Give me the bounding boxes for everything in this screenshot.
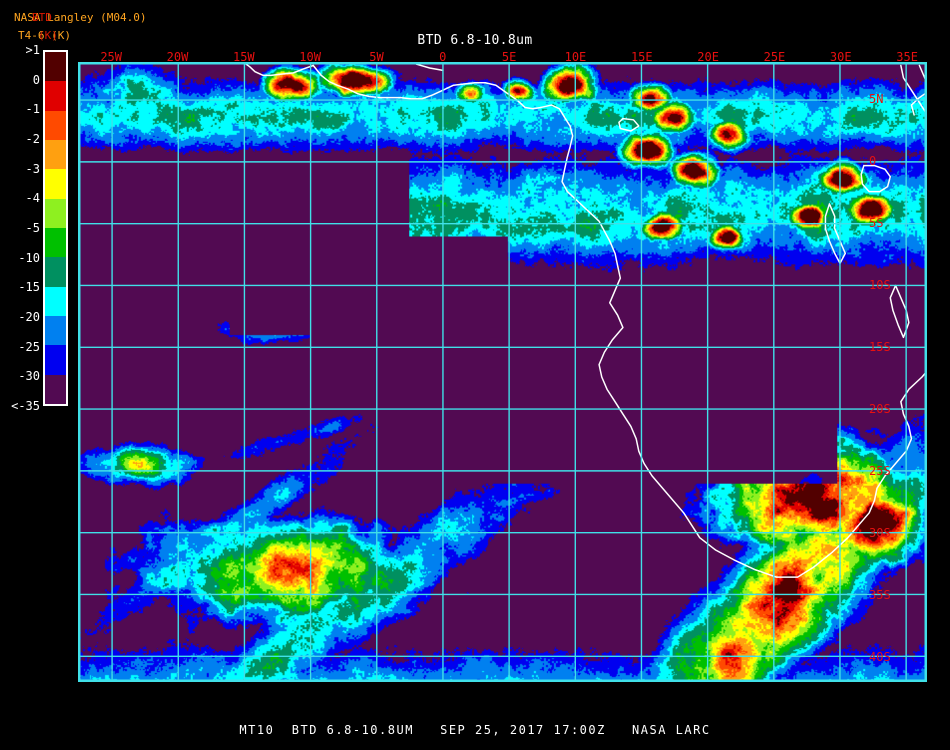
colorbar (43, 50, 68, 406)
longitude-tick-label: 25E (763, 50, 786, 64)
longitude-tick-label: 5E (501, 50, 517, 64)
colorbar-tick-label: >1 (25, 43, 40, 57)
satellite-map-panel[interactable] (78, 62, 927, 682)
longitude-tick-label: 0 (439, 50, 447, 64)
latitude-tick-label: 5N (869, 92, 884, 107)
latitude-tick-label: 40S (869, 650, 891, 665)
colorbar-tick-label: 0 (32, 72, 40, 87)
colorbar-segment (45, 286, 66, 316)
longitude-tick-label: 10W (299, 50, 321, 64)
colorbar-tick-label: -20 (18, 310, 40, 324)
latitude-tick-label: 15S (869, 340, 891, 355)
colorbar-segment (45, 139, 66, 170)
colorbar-segment (45, 345, 66, 375)
latitude-tick-label: 35S (869, 588, 891, 603)
colorbar-tick-labels: >1 0 -1 -2 -3 -4 -5 -10 -15 -20 -25 -30 <-35 (0, 44, 40, 412)
longitude-tick-label: 10E (564, 50, 587, 64)
units-overlay-annotation: (K) (38, 29, 58, 42)
colorbar-tick-label: -10 (18, 250, 40, 265)
units-annotation: T4-6 (K) (18, 29, 71, 42)
longitude-tick-label: 35E (896, 50, 918, 64)
longitude-tick-label: 20W (166, 50, 189, 64)
latitude-tick-label: 30S (869, 526, 891, 541)
latitude-tick-label: 0 (869, 154, 877, 169)
colorbar-segment (45, 110, 66, 140)
colorbar-segment (45, 81, 66, 111)
longitude-tick-label: 30E (829, 50, 852, 64)
latitude-tick-label: 10S (869, 278, 891, 293)
figure-footer: MT10 BTD 6.8-10.8UM SEP 25, 2017 17:00Z … (239, 723, 711, 737)
colorbar-segment (45, 227, 66, 258)
longitude-tick-label: 20E (697, 50, 719, 64)
colorbar-tick-label: -2 (25, 132, 40, 146)
colorbar-tick-label: -25 (18, 339, 40, 354)
colorbar-segment (45, 257, 66, 287)
colorbar-tick-label: -30 (18, 369, 40, 384)
longitude-tick-label: 25W (100, 50, 122, 64)
colorbar-segment (45, 374, 66, 404)
colorbar-segment (45, 198, 66, 228)
colorbar-tick-label: -3 (25, 161, 40, 176)
longitude-tick-label: 15E (630, 50, 653, 64)
colorbar-segment (45, 315, 66, 346)
colorbar-segment (45, 169, 66, 199)
colorbar-tick-label: <-35 (11, 399, 40, 413)
product-annotation: BTD (32, 11, 52, 24)
latitude-tick-label: 20S (869, 402, 891, 417)
title-line-product: BTD 6.8-10.8um (417, 33, 533, 48)
longitude-tick-label: 15W (232, 50, 255, 64)
latitude-tick-label: 25S (869, 464, 891, 479)
colorbar-tick-label: -4 (25, 191, 40, 206)
colorbar-tick-label: -5 (25, 221, 40, 235)
agency-annotation: NASA Langley (M04.0) (14, 11, 147, 24)
longitude-tick-label: 5W (369, 50, 384, 64)
colorbar-tick-label: -15 (18, 280, 40, 295)
colorbar-segment (45, 52, 66, 82)
colorbar-tick-label: -1 (25, 102, 40, 117)
latitude-tick-label: 5S (869, 216, 884, 231)
brightness-temperature-difference-raster (79, 63, 926, 681)
